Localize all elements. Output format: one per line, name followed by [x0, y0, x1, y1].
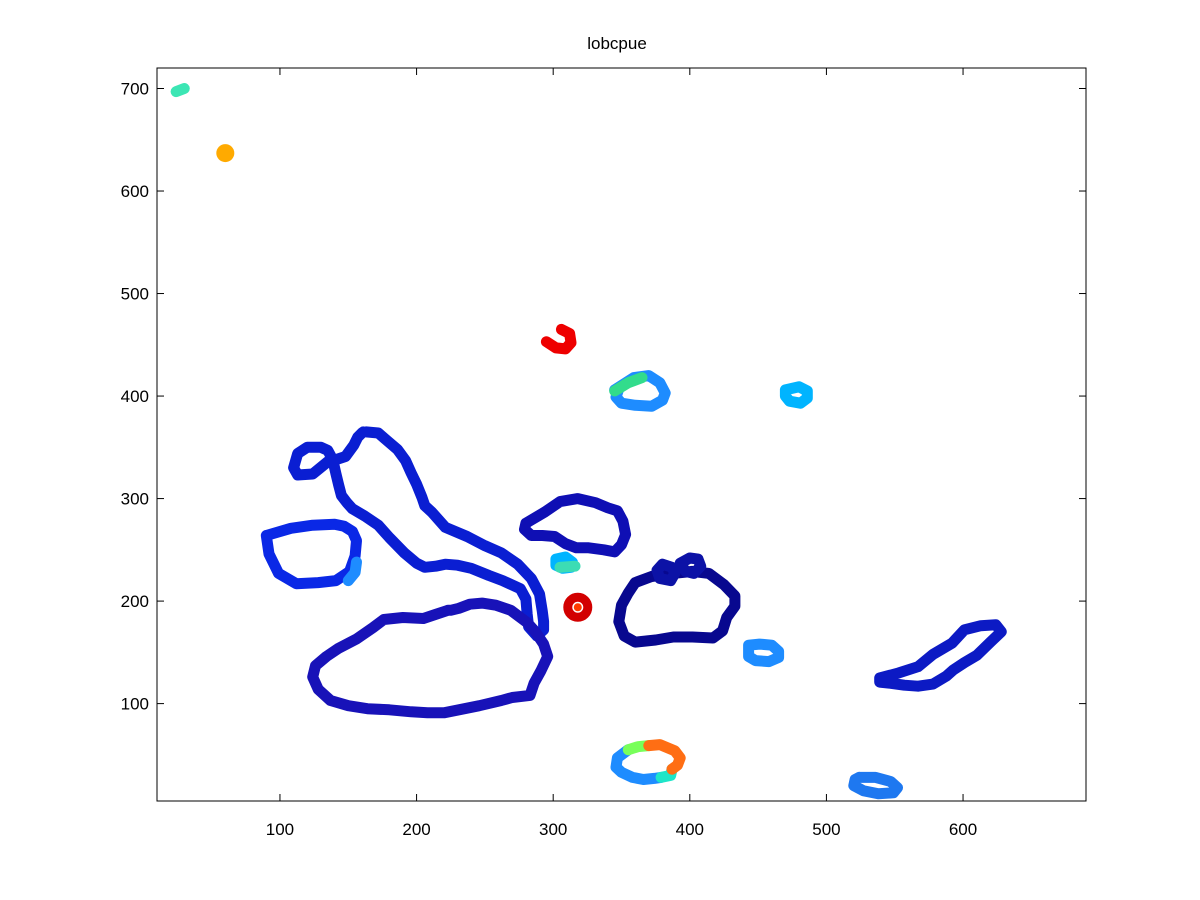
series-santiago [519, 493, 632, 558]
chart-title: lobcpue [587, 34, 647, 53]
series-red-arc [540, 323, 577, 355]
series-san-cristobal [874, 619, 1007, 692]
y-tick-label: 600 [121, 182, 149, 201]
series-daphne [674, 552, 707, 579]
point-red-ring-inner [573, 603, 582, 612]
series-isabela-north [288, 426, 550, 642]
series-genovesa [779, 381, 813, 409]
y-tick-label: 200 [121, 592, 149, 611]
series-floreana-blue [610, 744, 667, 785]
plot-points [216, 144, 593, 622]
point-wolf-dot [216, 144, 235, 163]
series-isabela-south [307, 597, 554, 719]
y-tick-label: 100 [121, 695, 149, 714]
x-tick-label: 600 [949, 820, 977, 839]
x-tick-label: 200 [402, 820, 430, 839]
series-fernandina [260, 518, 362, 590]
y-tick-label: 300 [121, 490, 149, 509]
x-axis: 100 200 300 400 500 600 [266, 68, 977, 839]
y-tick-label: 400 [121, 387, 149, 406]
series-espanola [848, 771, 903, 800]
x-tick-label: 500 [812, 820, 840, 839]
series-fernandina-edge [342, 556, 362, 587]
series-santa-fe [743, 638, 785, 668]
series-pinzon [651, 558, 681, 587]
series-floreana-orange [643, 739, 686, 775]
y-axis: 100 200 300 400 500 600 700 [121, 80, 1086, 714]
series-santa-cruz [613, 565, 741, 648]
axes-frame [156, 67, 1087, 802]
series-marchena-green [609, 372, 648, 397]
plot-area [170, 83, 1007, 800]
y-tick-label: 500 [121, 285, 149, 304]
y-tick-label: 700 [121, 80, 149, 99]
point-red-ring [563, 592, 593, 622]
series-darwin-dash [170, 83, 190, 98]
series-small-cyan-dash [554, 560, 581, 573]
x-tick-label: 400 [676, 820, 704, 839]
x-tick-label: 300 [539, 820, 567, 839]
x-tick-label: 100 [266, 820, 294, 839]
